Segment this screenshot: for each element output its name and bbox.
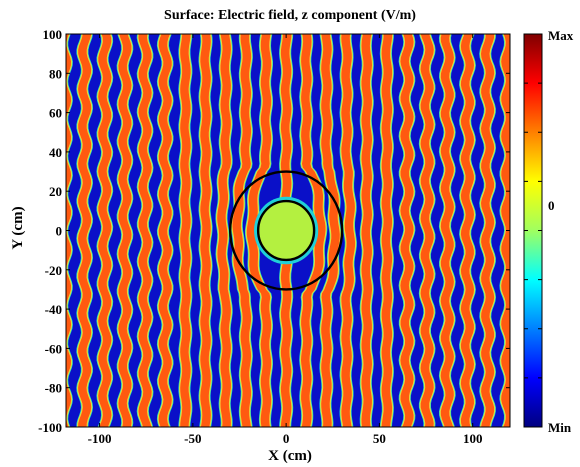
positive-field-band: [180, 34, 191, 427]
positive-field-band: [460, 34, 474, 427]
positive-field-band: [138, 34, 152, 427]
positive-field-band: [98, 34, 112, 427]
y-tick-label: -20: [45, 263, 62, 278]
x-tick-label: 100: [463, 431, 483, 446]
y-tick-label: 20: [49, 184, 62, 199]
positive-field-band: [118, 34, 132, 427]
y-tick-label: 80: [49, 66, 62, 81]
positive-field-band: [400, 34, 414, 427]
positive-field-band: [440, 34, 454, 427]
y-tick-label: 100: [43, 27, 63, 42]
positive-field-band: [217, 34, 231, 427]
y-tick-label: 40: [49, 145, 62, 160]
x-axis-label: X (cm): [268, 448, 312, 464]
outer-circle: [228, 170, 344, 291]
positive-field-band: [301, 34, 326, 427]
colorbar-max-label: Max: [548, 28, 574, 43]
x-tick-label: 0: [283, 431, 290, 446]
x-axis-ticks: -100 -50 0 50 100: [88, 34, 483, 446]
positive-field-band: [200, 34, 211, 427]
positive-field-band: [481, 34, 495, 427]
x-tick-label: -100: [88, 431, 112, 446]
y-axis-ticks: 100 80 60 40 20 0 -20 -40 -60 -80 -100: [38, 27, 510, 435]
positive-field-band: [420, 34, 434, 427]
positive-field-band: [158, 34, 172, 427]
x-tick-label: 50: [373, 431, 386, 446]
y-tick-label: 60: [49, 106, 62, 121]
y-axis-label: Y (cm): [10, 206, 26, 249]
positive-field-band: [381, 34, 393, 427]
positive-field-band: [341, 34, 356, 427]
positive-field-band: [246, 34, 272, 427]
y-tick-label: -100: [38, 420, 62, 435]
positive-field-band: [321, 34, 340, 427]
positive-field-band: [66, 34, 72, 427]
colorbar: Max 0 Min: [523, 28, 574, 435]
y-tick-label: -60: [45, 341, 62, 356]
colorbar-min-label: Min: [548, 420, 572, 435]
inner-circle: [256, 199, 316, 262]
positive-field-band: [361, 34, 372, 427]
plot-area: [66, 34, 510, 427]
y-tick-label: 0: [56, 224, 63, 239]
colorbar-ticks: [524, 82, 542, 379]
y-tick-label: -80: [45, 381, 62, 396]
field-stripes: [66, 34, 510, 427]
colorbar-zero-label: 0: [548, 198, 555, 213]
y-tick-label: -40: [45, 302, 62, 317]
chart-title: Surface: Electric field, z component (V/…: [164, 8, 416, 23]
positive-field-band: [232, 34, 252, 427]
positive-field-band: [78, 34, 92, 427]
x-tick-label: -50: [184, 431, 201, 446]
positive-field-band: [501, 34, 510, 427]
inner-disk: [254, 196, 319, 265]
